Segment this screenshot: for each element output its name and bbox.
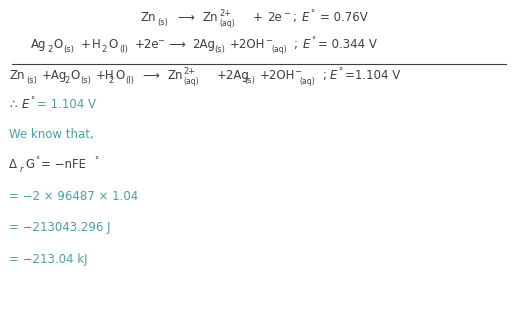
Text: +2OH: +2OH [230,38,266,51]
Text: +H: +H [96,69,114,82]
Text: (aq): (aq) [271,45,286,54]
Text: (s): (s) [244,76,255,85]
Text: +Ag: +Ag [42,69,67,82]
Text: r: r [19,165,23,174]
Text: (s): (s) [80,76,91,85]
Text: (aq): (aq) [300,77,315,86]
Text: ;: ; [292,11,296,24]
Text: °: ° [311,9,315,18]
Text: °: ° [94,156,98,165]
Text: O: O [116,69,125,82]
Text: 2: 2 [47,45,52,54]
Text: (s): (s) [157,18,168,27]
Text: −: − [294,67,301,76]
Text: E: E [21,99,28,111]
Text: +2e: +2e [135,38,160,51]
Text: ⟶: ⟶ [178,11,194,24]
Text: °: ° [35,156,39,165]
Text: 2: 2 [109,76,114,85]
Text: ;: ; [322,69,326,82]
Text: (s): (s) [214,45,225,54]
Text: −: − [283,9,290,18]
Text: = −2 × 96487 × 1.04: = −2 × 96487 × 1.04 [9,190,139,203]
Text: Zn: Zn [203,11,218,24]
Text: −: − [265,36,272,45]
Text: −: − [157,36,165,45]
Text: 2+: 2+ [183,67,195,76]
Text: = 0.76V: = 0.76V [320,11,367,24]
Text: (s): (s) [26,76,37,85]
Text: +: + [253,11,263,24]
Text: = −nFE: = −nFE [41,158,86,171]
Text: O: O [70,69,79,82]
Text: Zn: Zn [141,11,156,24]
Text: ⟶: ⟶ [142,69,160,82]
Text: E: E [303,38,310,51]
Text: +: + [81,38,91,51]
Text: G: G [25,158,34,171]
Text: (l): (l) [126,76,135,85]
Text: °: ° [339,67,343,76]
Text: O: O [53,38,62,51]
Text: 2: 2 [102,45,107,54]
Text: (aq): (aq) [219,19,235,28]
Text: E: E [302,11,309,24]
Text: +2Ag: +2Ag [217,69,250,82]
Text: (l): (l) [119,45,127,54]
Text: 2Ag: 2Ag [192,38,215,51]
Text: ;: ; [293,38,297,51]
Text: Δ: Δ [9,158,17,171]
Text: E: E [329,69,337,82]
Text: =1.104 V: =1.104 V [344,69,400,82]
Text: (aq): (aq) [183,77,199,86]
Text: We know that,: We know that, [9,128,94,141]
Text: = 0.344 V: = 0.344 V [318,38,377,51]
Text: 2: 2 [64,76,69,85]
Text: +2OH: +2OH [260,69,295,82]
Text: O: O [109,38,118,51]
Text: 2e: 2e [267,11,282,24]
Text: (s): (s) [63,45,74,54]
Text: °: ° [312,36,316,45]
Text: 2+: 2+ [219,9,232,18]
Text: Ag: Ag [31,38,47,51]
Text: ∴: ∴ [9,99,17,111]
Text: Zn: Zn [167,69,183,82]
Text: °: ° [30,96,34,106]
Text: ⟶: ⟶ [168,38,185,51]
Text: H: H [92,38,100,51]
Text: = 1.104 V: = 1.104 V [37,99,96,111]
Text: = −213.04 kJ: = −213.04 kJ [9,253,88,266]
Text: = −213043.296 J: = −213043.296 J [9,221,111,234]
Text: Zn: Zn [9,69,25,82]
